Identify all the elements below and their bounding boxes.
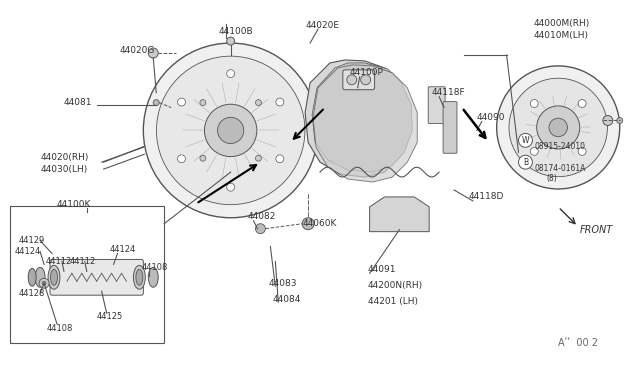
Circle shape <box>497 66 620 189</box>
Ellipse shape <box>136 269 143 285</box>
Circle shape <box>531 100 538 108</box>
Text: 44082: 44082 <box>248 212 276 221</box>
Text: B: B <box>523 158 528 167</box>
Circle shape <box>302 218 314 230</box>
Polygon shape <box>312 63 412 172</box>
Circle shape <box>148 48 158 58</box>
Circle shape <box>509 78 607 177</box>
Circle shape <box>578 147 586 155</box>
Text: 44090: 44090 <box>477 113 506 122</box>
FancyBboxPatch shape <box>50 259 143 295</box>
Text: 44020E: 44020E <box>305 21 339 30</box>
Polygon shape <box>370 197 429 232</box>
Text: 44020G: 44020G <box>120 45 155 55</box>
Text: 08915-24010: 08915-24010 <box>534 142 586 151</box>
Text: 44030(LH): 44030(LH) <box>40 165 87 174</box>
Text: Aʹʹ  00 2: Aʹʹ 00 2 <box>558 338 598 348</box>
Circle shape <box>255 100 262 106</box>
Text: 44100K: 44100K <box>57 201 92 209</box>
Text: 44010M(LH): 44010M(LH) <box>533 31 588 40</box>
Text: 44084: 44084 <box>273 295 301 304</box>
Text: 44108: 44108 <box>47 324 74 333</box>
Polygon shape <box>313 65 417 182</box>
Circle shape <box>603 116 612 125</box>
Text: 44112: 44112 <box>70 257 96 266</box>
Circle shape <box>177 155 186 163</box>
Circle shape <box>531 147 538 155</box>
FancyBboxPatch shape <box>428 87 445 124</box>
Text: 44125: 44125 <box>97 311 123 321</box>
Circle shape <box>156 56 305 205</box>
Circle shape <box>227 37 235 45</box>
Circle shape <box>227 183 235 191</box>
Circle shape <box>361 75 371 85</box>
Ellipse shape <box>148 267 158 287</box>
Text: 44000M(RH): 44000M(RH) <box>533 19 589 28</box>
Ellipse shape <box>48 265 60 289</box>
Circle shape <box>537 106 580 149</box>
Polygon shape <box>305 60 410 177</box>
Circle shape <box>578 100 586 108</box>
Circle shape <box>227 70 235 78</box>
Circle shape <box>276 98 284 106</box>
Ellipse shape <box>51 269 58 285</box>
Circle shape <box>518 155 532 169</box>
Circle shape <box>143 43 318 218</box>
Circle shape <box>347 75 356 85</box>
Text: 44118F: 44118F <box>431 88 465 97</box>
Ellipse shape <box>35 267 45 287</box>
Text: 44118D: 44118D <box>469 192 504 201</box>
Ellipse shape <box>28 268 36 286</box>
Circle shape <box>218 117 244 144</box>
Circle shape <box>255 155 262 161</box>
Text: 44108: 44108 <box>141 263 168 272</box>
Text: 44081: 44081 <box>64 98 92 107</box>
Text: 44100B: 44100B <box>219 27 253 36</box>
Text: 44112: 44112 <box>46 257 72 266</box>
Text: 44200N(RH): 44200N(RH) <box>367 281 423 290</box>
Text: 44124: 44124 <box>109 245 136 254</box>
FancyBboxPatch shape <box>343 70 374 90</box>
Text: (8): (8) <box>547 174 557 183</box>
Text: 44091: 44091 <box>367 265 396 274</box>
Text: FRONT: FRONT <box>580 225 613 235</box>
Text: 44083: 44083 <box>268 279 297 288</box>
Circle shape <box>177 98 186 106</box>
Circle shape <box>42 281 46 285</box>
Circle shape <box>204 104 257 157</box>
FancyBboxPatch shape <box>443 102 457 153</box>
Text: 44124: 44124 <box>14 247 40 256</box>
Circle shape <box>617 118 623 124</box>
FancyBboxPatch shape <box>10 206 164 343</box>
Text: 44201 (LH): 44201 (LH) <box>367 296 418 306</box>
Circle shape <box>255 224 266 234</box>
Circle shape <box>153 100 159 106</box>
Text: W: W <box>522 136 529 145</box>
Text: 44060K: 44060K <box>302 219 337 228</box>
Text: 44128: 44128 <box>19 289 45 298</box>
Circle shape <box>518 134 532 147</box>
Circle shape <box>200 155 206 161</box>
Text: 44020(RH): 44020(RH) <box>40 153 88 162</box>
Circle shape <box>549 118 568 137</box>
Circle shape <box>39 278 49 288</box>
Text: 44129: 44129 <box>19 236 45 245</box>
Text: 08174-0161A: 08174-0161A <box>534 164 586 173</box>
Ellipse shape <box>133 265 145 289</box>
Circle shape <box>200 100 206 106</box>
Circle shape <box>276 155 284 163</box>
Text: 44100P: 44100P <box>350 68 383 77</box>
